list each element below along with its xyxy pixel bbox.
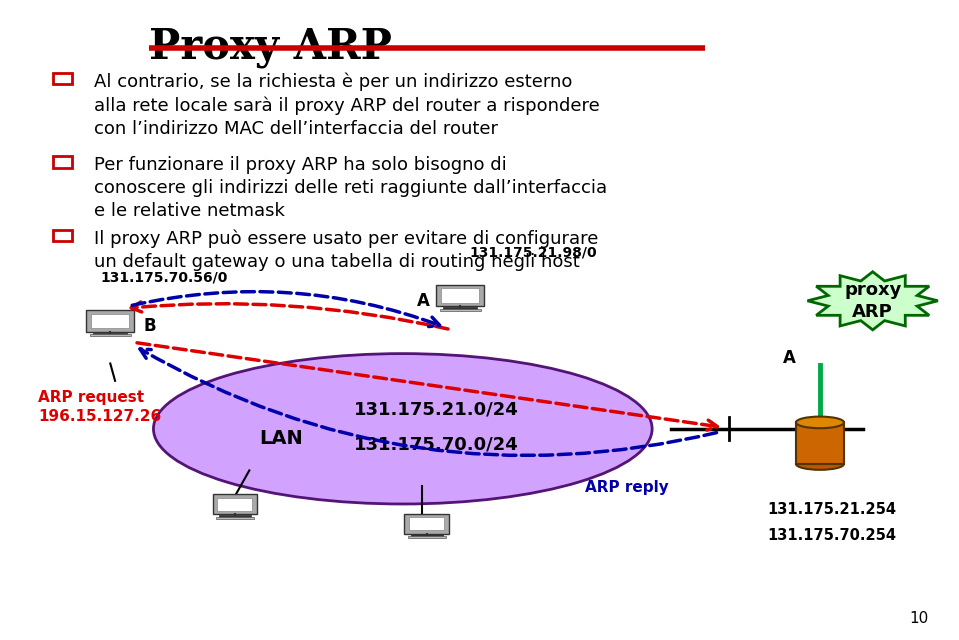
FancyBboxPatch shape bbox=[405, 513, 449, 534]
Text: Proxy ARP: Proxy ARP bbox=[149, 26, 391, 68]
Text: 131.175.70.0/24: 131.175.70.0/24 bbox=[354, 436, 519, 454]
Bar bbox=[53, 73, 72, 84]
FancyBboxPatch shape bbox=[408, 536, 446, 538]
Text: A: A bbox=[417, 292, 430, 310]
FancyBboxPatch shape bbox=[86, 310, 134, 332]
Text: Il proxy ARP può essere usato per evitare di configurare
un default gateway o un: Il proxy ARP può essere usato per evitar… bbox=[94, 230, 598, 271]
Text: Al contrario, se la richiesta è per un indirizzo esterno
alla rete locale sarà i: Al contrario, se la richiesta è per un i… bbox=[94, 73, 599, 138]
FancyBboxPatch shape bbox=[796, 422, 844, 464]
FancyBboxPatch shape bbox=[216, 516, 254, 518]
Text: ARP request
196.15.127.26: ARP request 196.15.127.26 bbox=[38, 390, 162, 424]
Ellipse shape bbox=[153, 353, 652, 504]
FancyBboxPatch shape bbox=[441, 288, 480, 303]
FancyBboxPatch shape bbox=[218, 497, 252, 511]
Text: LAN: LAN bbox=[259, 429, 303, 448]
Text: 131.175.21.98/0: 131.175.21.98/0 bbox=[470, 245, 597, 259]
Ellipse shape bbox=[796, 417, 844, 428]
Text: A: A bbox=[784, 349, 796, 367]
Text: Per funzionare il proxy ARP ha solo bisogno di
conoscere gli indirizzi delle ret: Per funzionare il proxy ARP ha solo biso… bbox=[94, 156, 607, 220]
Text: ARP reply: ARP reply bbox=[585, 480, 668, 495]
Text: 131.175.21.0/24: 131.175.21.0/24 bbox=[354, 401, 519, 419]
FancyBboxPatch shape bbox=[90, 334, 130, 337]
FancyArrowPatch shape bbox=[137, 343, 717, 430]
FancyArrowPatch shape bbox=[132, 292, 439, 326]
Text: 10: 10 bbox=[909, 611, 928, 626]
FancyBboxPatch shape bbox=[91, 314, 129, 328]
Text: 131.175.70.254: 131.175.70.254 bbox=[767, 528, 897, 543]
FancyArrowPatch shape bbox=[131, 302, 448, 329]
FancyBboxPatch shape bbox=[436, 285, 484, 307]
FancyArrowPatch shape bbox=[140, 349, 716, 456]
Text: B: B bbox=[144, 317, 156, 335]
FancyBboxPatch shape bbox=[409, 516, 444, 531]
FancyBboxPatch shape bbox=[213, 494, 257, 515]
FancyBboxPatch shape bbox=[440, 308, 480, 311]
Text: proxy
ARP: proxy ARP bbox=[844, 281, 901, 321]
Bar bbox=[53, 156, 72, 168]
Ellipse shape bbox=[796, 458, 844, 470]
Polygon shape bbox=[807, 272, 938, 330]
Text: 131.175.70.56/0: 131.175.70.56/0 bbox=[101, 271, 228, 285]
Bar bbox=[53, 230, 72, 241]
Text: 131.175.21.254: 131.175.21.254 bbox=[767, 502, 897, 517]
